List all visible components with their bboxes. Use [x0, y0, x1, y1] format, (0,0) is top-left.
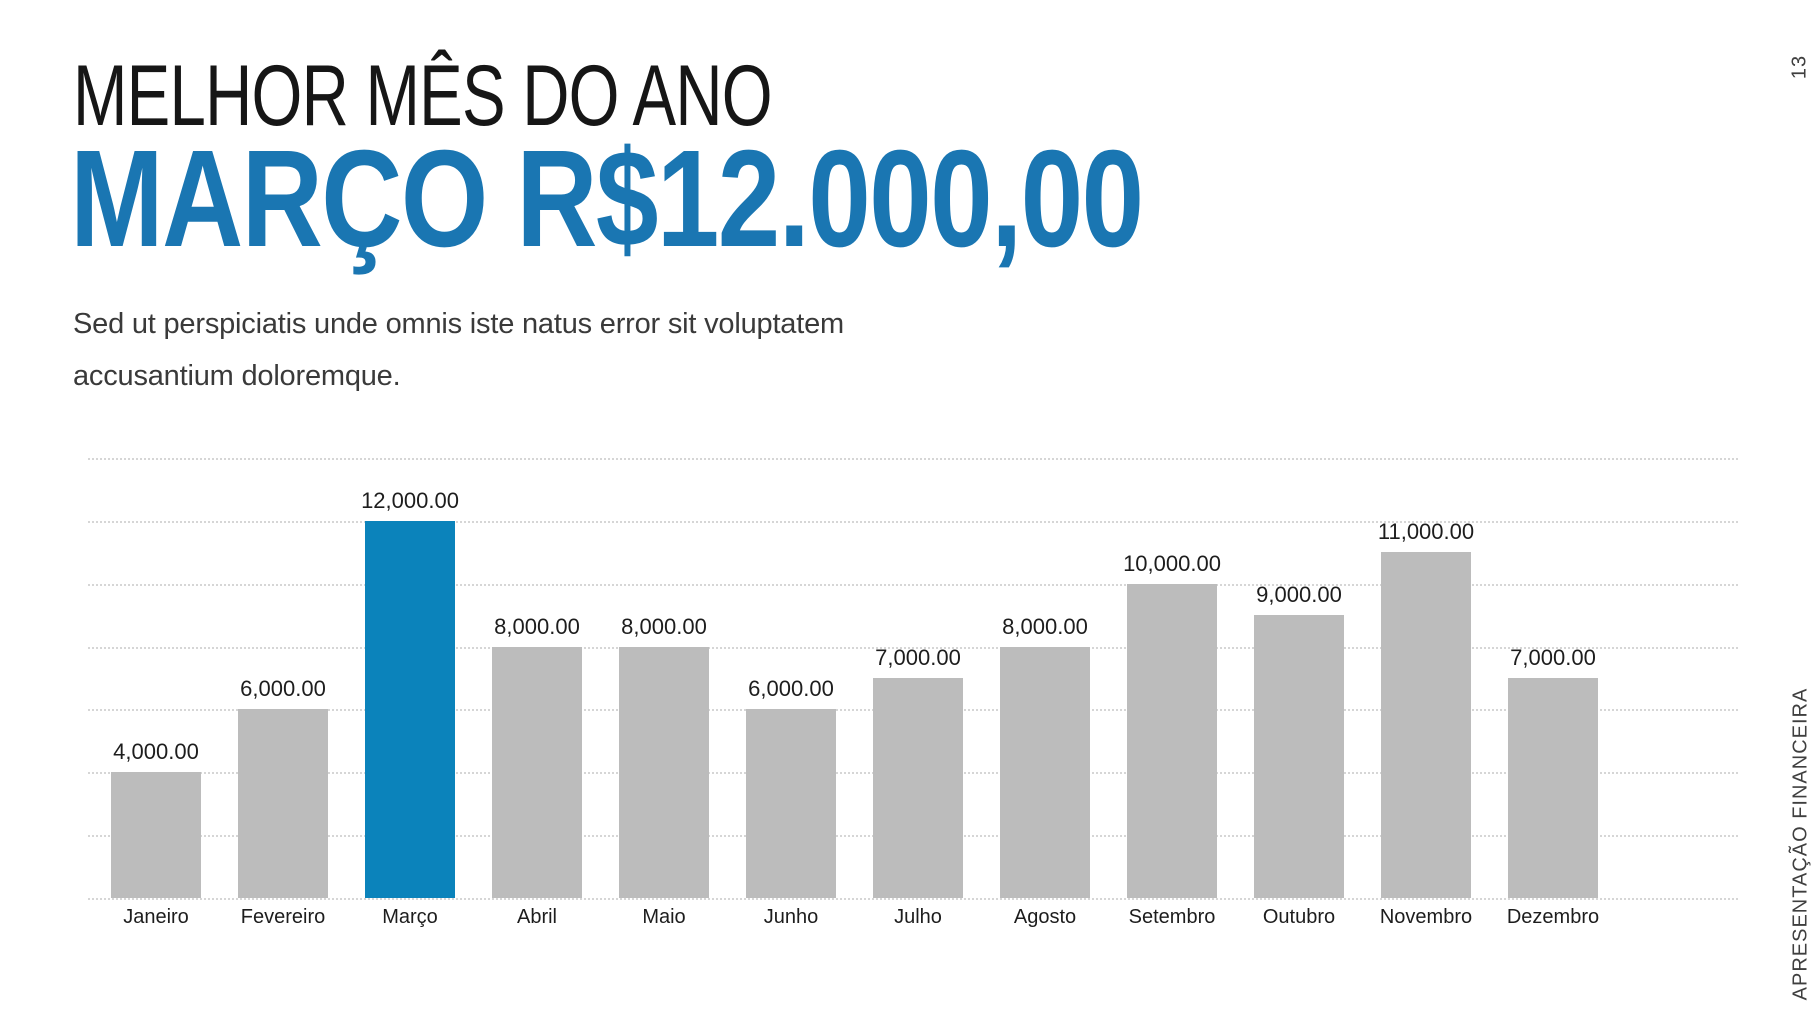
gridline-10000 [88, 583, 1738, 586]
bar-value-label-junho: 6,000.00 [748, 676, 834, 702]
page-number: 13 [1788, 54, 1811, 80]
bar-janeiro [111, 772, 201, 898]
bar-agosto [1000, 646, 1090, 898]
bar-novembro [1381, 552, 1471, 898]
month-label-junho: Junho [763, 906, 819, 928]
month-label-dezembro: Dezembro [1506, 906, 1600, 928]
gridline-0 [88, 898, 1738, 900]
month-label-setembro: Setembro [1128, 906, 1216, 928]
month-label-julho: Julho [894, 906, 942, 928]
month-label-maio: Maio [642, 906, 686, 928]
gridline-12000 [88, 520, 1738, 523]
bar-abril [492, 646, 582, 898]
bar-dezembro [1508, 678, 1598, 898]
bar-value-label-agosto: 8,000.00 [1002, 613, 1088, 639]
bar-value-label-dezembro: 7,000.00 [1510, 645, 1596, 670]
slide-title: MELHOR MÊS DO ANO [73, 48, 773, 144]
month-label-janeiro: Janeiro [123, 906, 189, 928]
slide-highlight-title: MARÇO R$12.000,00 [70, 122, 1144, 276]
month-label-novembro: Novembro [1379, 906, 1473, 928]
bar-julho [873, 678, 963, 898]
bar-outubro [1254, 615, 1344, 898]
slide-body-text: Sed ut perspiciatis unde omnis iste natu… [73, 298, 844, 402]
month-label-fevereiro: Fevereiro [240, 906, 326, 928]
gridline-14000 [88, 458, 1738, 460]
bar-value-label-abril: 8,000.00 [494, 613, 580, 639]
bar-value-label-maio: 8,000.00 [621, 613, 707, 639]
gridline-8000 [88, 646, 1738, 649]
body-text-line-2: accusantium doloremque. [73, 360, 401, 392]
bar-value-label-fevereiro: 6,000.00 [240, 676, 326, 702]
bar-value-label-marco: 12,000.00 [361, 487, 459, 513]
bar-value-label-setembro: 10,000.00 [1123, 550, 1221, 576]
bar-setembro [1127, 583, 1217, 898]
month-label-outubro: Outubro [1262, 906, 1336, 928]
bar-value-label-julho: 7,000.00 [875, 645, 961, 670]
bar-fevereiro [238, 709, 328, 898]
body-text-line-1: Sed ut perspiciatis unde omnis iste natu… [73, 308, 844, 340]
bar-maio [619, 646, 709, 898]
bar-junho [746, 709, 836, 898]
month-label-marco: Março [382, 906, 438, 928]
month-label-agosto: Agosto [1013, 906, 1077, 928]
bar-value-label-novembro: 11,000.00 [1377, 519, 1475, 545]
bar-marco [365, 520, 455, 898]
bar-value-label-janeiro: 4,000.00 [113, 739, 199, 765]
bar-value-label-outubro: 9,000.00 [1256, 582, 1342, 608]
month-label-abril: Abril [516, 906, 558, 928]
presentation-side-label: APRESENTAÇÃO FINANCEIRA [1789, 687, 1812, 1001]
